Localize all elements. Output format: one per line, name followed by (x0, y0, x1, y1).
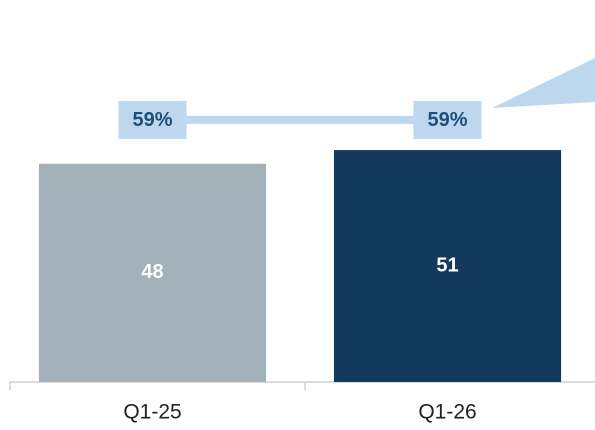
value-label-box (118, 100, 187, 139)
value-label-box (413, 100, 482, 139)
bar (38, 163, 267, 382)
callout-pointer (492, 58, 595, 108)
line-value-label: 59% (427, 109, 467, 131)
line-value-label: 59% (132, 109, 172, 131)
x-tick-label: Q1-26 (418, 401, 476, 424)
bar (333, 150, 562, 382)
x-tick-label: Q1-25 (123, 401, 181, 424)
bar-value-label: 51 (436, 254, 458, 276)
bar-value-label: 48 (141, 261, 163, 283)
